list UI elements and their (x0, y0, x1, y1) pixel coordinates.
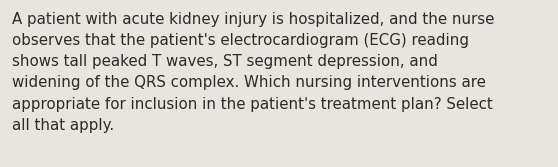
Text: A patient with acute kidney injury is hospitalized, and the nurse
observes that : A patient with acute kidney injury is ho… (12, 12, 494, 133)
